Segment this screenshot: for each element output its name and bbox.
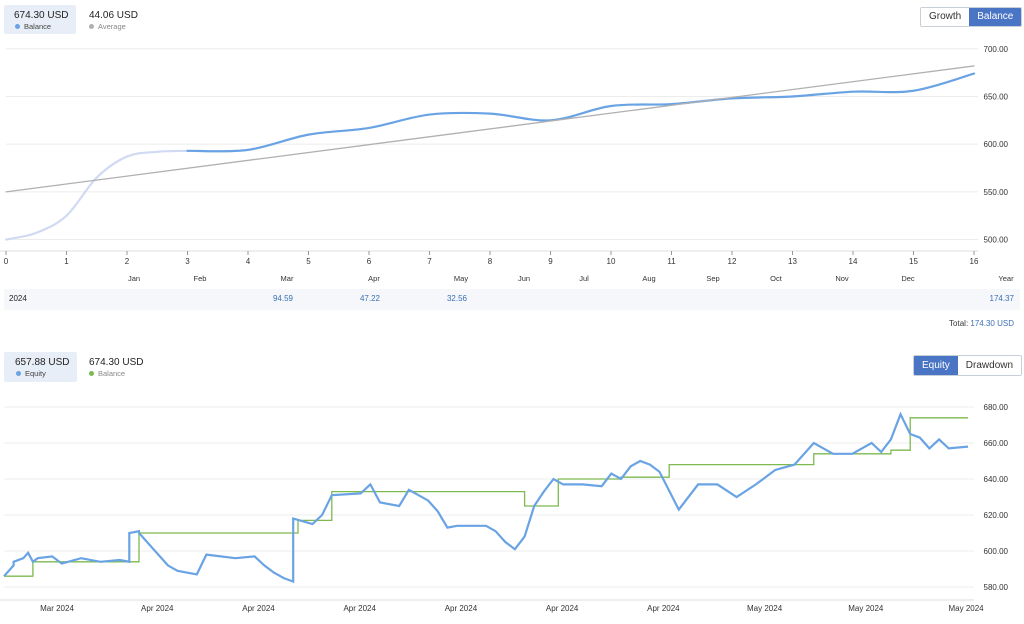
month-header: Oct: [770, 274, 783, 283]
total-value: 174.30 USD: [970, 319, 1014, 328]
balance-line: [186, 72, 976, 153]
y-tick-label: 680.00: [984, 403, 1009, 412]
balance-line: [4, 149, 189, 241]
x-tick-label: 6: [367, 257, 372, 266]
y-tick-label: 620.00: [984, 511, 1009, 520]
x-tick-label: May 2024: [848, 604, 884, 613]
year-label: 2024: [9, 294, 27, 303]
year-header: Year: [998, 274, 1014, 283]
total-label: Total:: [949, 319, 969, 328]
y-tick-label: 640.00: [984, 475, 1009, 484]
x-tick-label: 9: [548, 257, 553, 266]
x-tick-label: 13: [788, 257, 797, 266]
x-tick-label: Apr 2024: [242, 604, 275, 613]
average-dot-icon: [89, 23, 94, 29]
x-tick-label: 14: [849, 257, 858, 266]
equity-dot-icon: [16, 370, 21, 376]
x-tick-label: Apr 2024: [141, 604, 174, 613]
x-tick-label: 16: [970, 257, 979, 266]
equity-button[interactable]: Equity: [914, 356, 958, 375]
x-tick-label: 11: [667, 257, 676, 266]
month-header: Aug: [642, 274, 655, 283]
x-tick-label: May 2024: [747, 604, 783, 613]
equity-stat[interactable]: 657.88 USD Equity: [4, 352, 77, 382]
month-header: Dec: [901, 274, 915, 283]
equity-chart: 580.00 600.00 620.00 640.00 660.00 680.00 Mar …: [0, 403, 1009, 613]
average-stat[interactable]: 44.06 USD Average: [89, 5, 149, 34]
year-total-value: 174.37: [989, 294, 1014, 303]
average-line: [5, 65, 975, 193]
x-tick-label: Mar 2024: [40, 604, 74, 613]
x-tick-label: 4: [246, 257, 251, 266]
bottom-balance-dot-icon: [89, 370, 94, 376]
y-tick-label: 580.00: [984, 583, 1009, 592]
x-tick-label: 8: [488, 257, 493, 266]
month-header: May: [454, 274, 468, 283]
drawdown-button[interactable]: Drawdown: [957, 356, 1022, 375]
yearly-returns-row: 2024 94.59 47.22 32.56 174.37: [4, 289, 1020, 310]
x-tick-label: Apr 2024: [546, 604, 579, 613]
equity-drawdown-toggle: Equity Drawdown: [913, 355, 1023, 376]
x-tick-label: 3: [185, 257, 190, 266]
x-tick-label: 2: [125, 257, 130, 266]
balance-stat-value: 674.30 USD: [14, 10, 69, 21]
month-header: Mar: [281, 274, 294, 283]
month-value-apr: 47.22: [359, 294, 380, 303]
bottom-balance-stat-label: Balance: [89, 369, 149, 378]
y-tick-label: 600.00: [984, 547, 1009, 556]
month-value-may: 32.56: [446, 294, 467, 303]
growth-button[interactable]: Growth: [921, 8, 970, 26]
month-header: Jul: [579, 274, 589, 283]
bottom-balance-stat-value: 674.30 USD: [89, 357, 144, 368]
x-tick-label: 12: [728, 257, 737, 266]
balance-step-line: [4, 417, 968, 577]
month-header: Feb: [194, 274, 207, 283]
x-tick-label: 10: [607, 257, 616, 266]
month-header: Apr: [368, 274, 380, 283]
month-header: Jun: [518, 274, 530, 283]
average-stat-value: 44.06 USD: [89, 10, 138, 21]
equity-line: [3, 411, 969, 584]
x-tick-label: 5: [306, 257, 311, 266]
y-tick-label: 660.00: [984, 439, 1009, 448]
x-tick-label: Apr 2024: [445, 604, 478, 613]
x-tick-label: Apr 2024: [343, 604, 376, 613]
y-tick-label: 650.00: [984, 92, 1009, 101]
balance-stat[interactable]: 674.30 USD Balance: [4, 5, 76, 34]
x-tick-label: 7: [427, 257, 432, 266]
month-header: Jan: [128, 274, 140, 283]
y-tick-label: 500.00: [984, 236, 1009, 245]
equity-stat-label: Equity: [16, 369, 77, 378]
average-stat-label: Average: [89, 22, 149, 31]
x-tick-label: 0: [4, 257, 9, 266]
total-line: Total: 174.30 USD: [949, 319, 1014, 328]
balance-button[interactable]: Balance: [969, 8, 1022, 26]
balance-stat-label: Balance: [15, 22, 76, 31]
month-header: Nov: [835, 274, 849, 283]
balance-dot-icon: [15, 23, 20, 29]
equity-stat-value: 657.88 USD: [15, 357, 70, 368]
x-tick-label: 15: [909, 257, 918, 266]
x-tick-label: Apr 2024: [647, 604, 680, 613]
bottom-balance-stat[interactable]: 674.30 USD Balance: [89, 352, 149, 382]
month-value-mar: 94.59: [272, 294, 293, 303]
x-tick-label: May 2024: [949, 604, 985, 613]
y-tick-label: 550.00: [984, 188, 1009, 197]
month-header: Sep: [706, 274, 719, 283]
growth-balance-toggle: Growth Balance: [920, 7, 1023, 27]
x-tick-label: 1: [64, 257, 69, 266]
y-tick-label: 600.00: [984, 140, 1009, 149]
y-tick-label: 700.00: [984, 45, 1009, 54]
